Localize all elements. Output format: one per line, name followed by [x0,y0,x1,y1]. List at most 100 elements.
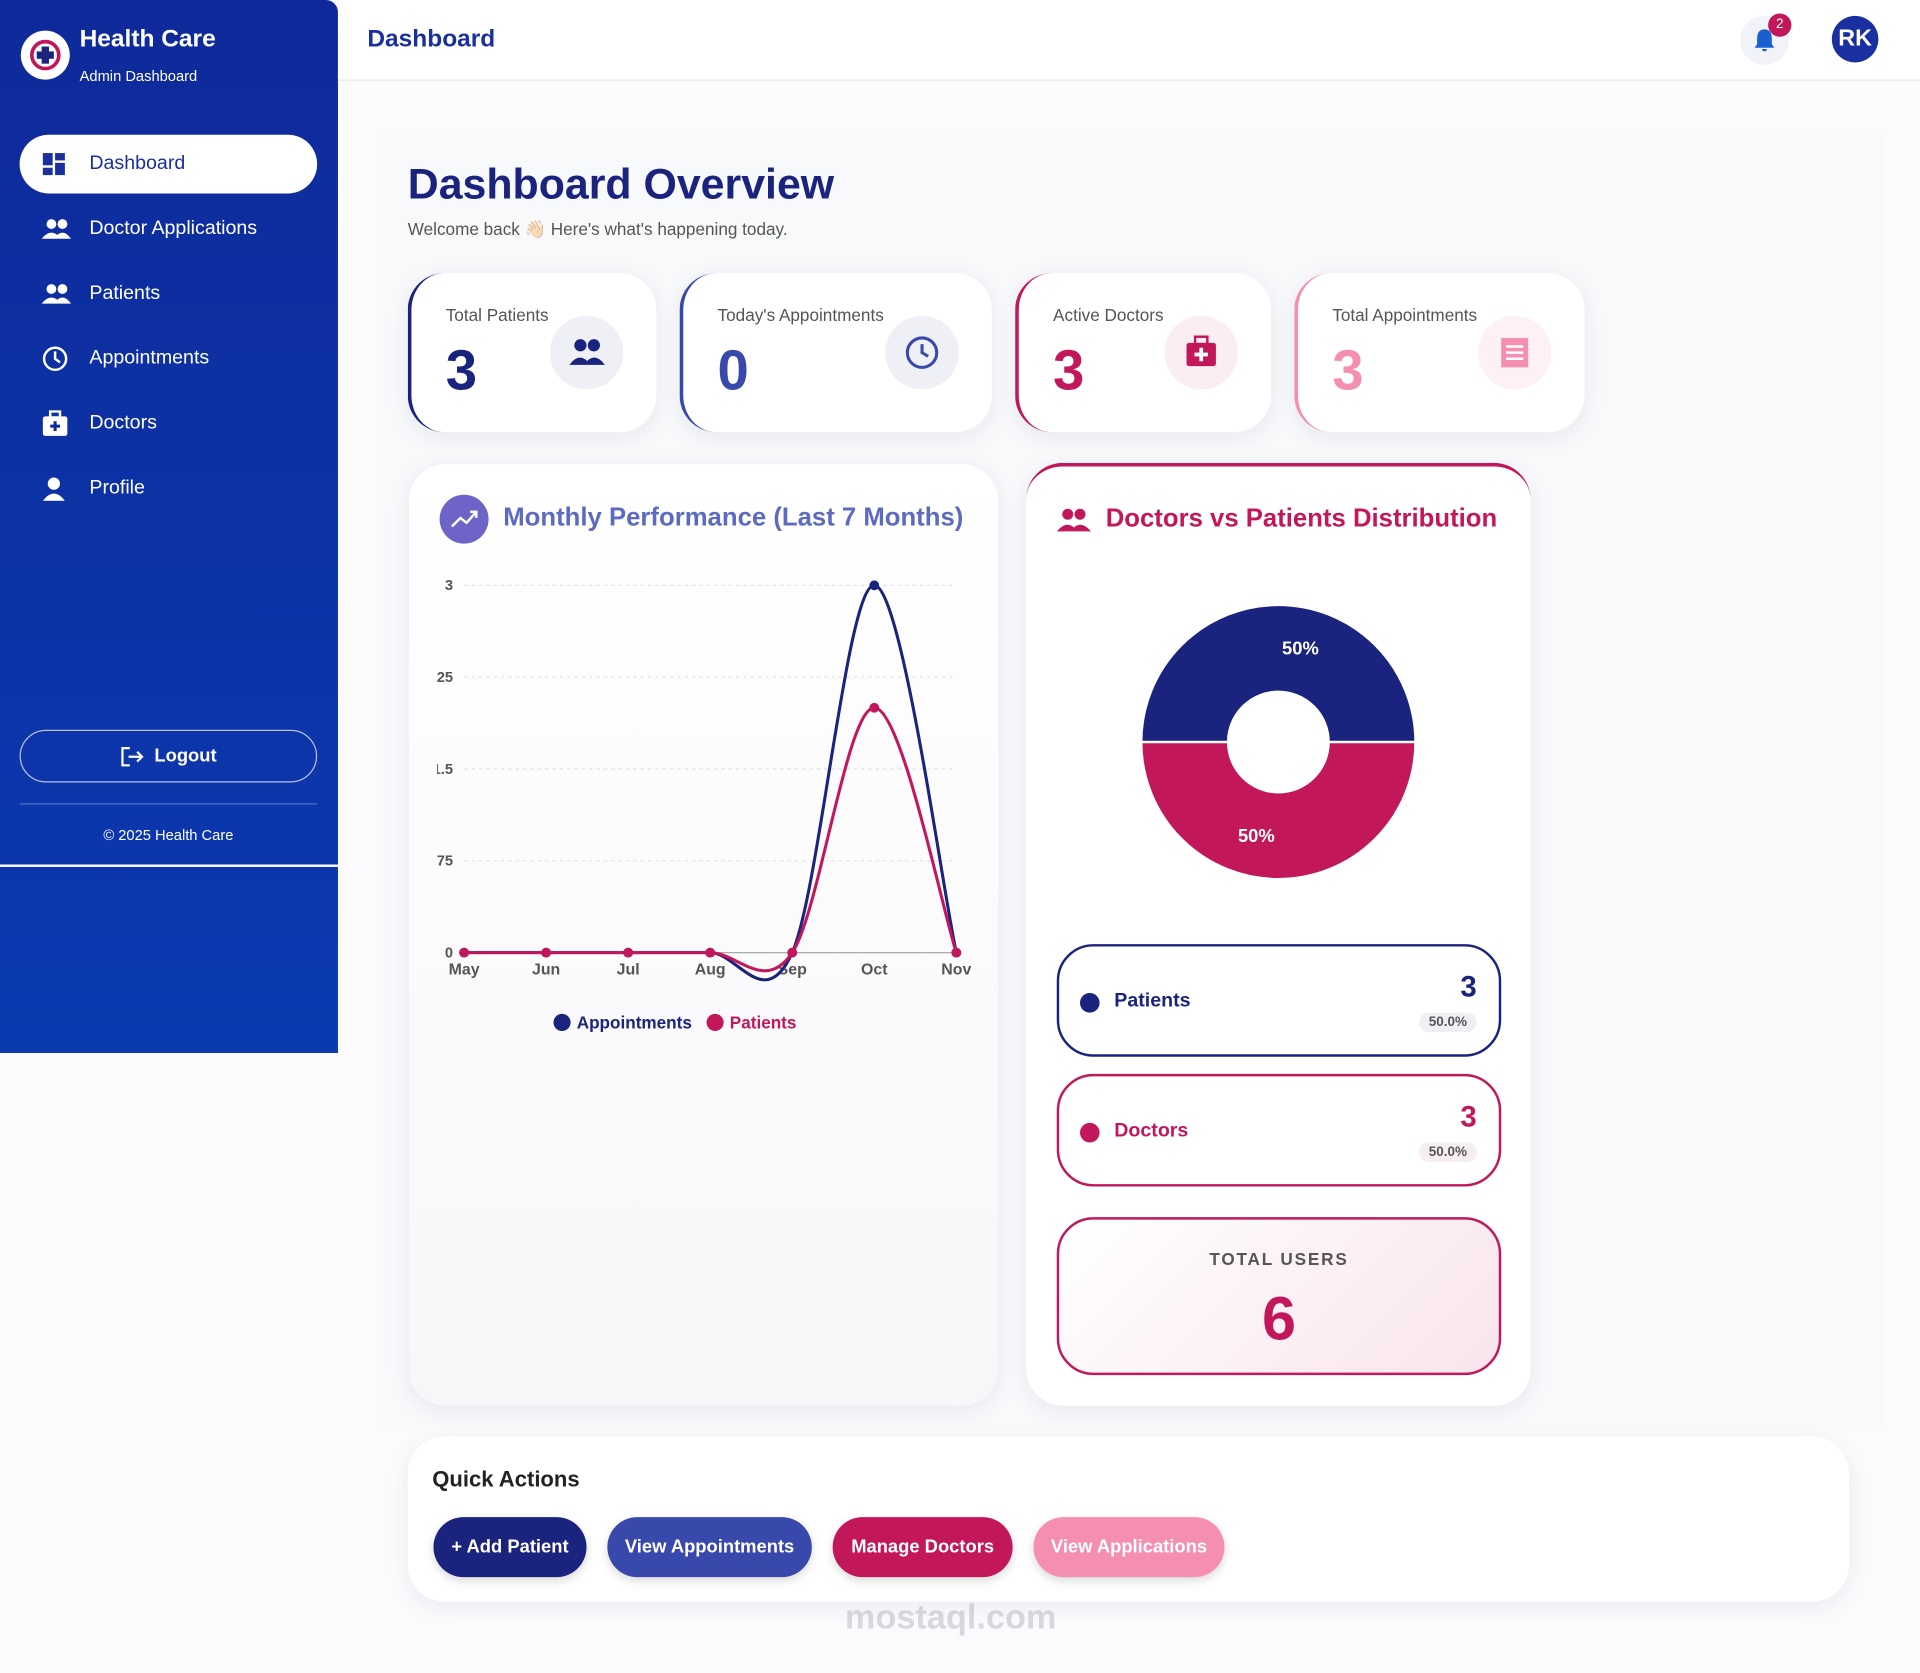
nav-label: Doctors [89,412,157,434]
stat-card: Total Patients 3 [407,273,657,433]
legend-label: Patients [730,1013,797,1033]
data-point [459,947,469,958]
nav-label: Doctor Applications [89,217,258,239]
stat-card: Total Appointments 3 [1294,273,1585,433]
data-point [951,947,962,958]
slice-label: 50% [1238,825,1275,846]
nav-icon [41,284,72,304]
icon [905,336,939,369]
action-button[interactable]: + Add Patient [433,1517,587,1578]
y-tick-label: 1.5 [433,762,453,778]
nav-dashboard[interactable]: Dashboard [19,134,318,194]
nav-doctors[interactable]: Doctors [20,394,318,453]
sidebar-gap [0,864,338,867]
logout-label: Logout [154,745,217,767]
legend-marker [706,1013,724,1032]
icon [569,339,605,365]
performance-card: Monthly Performance (Last 7 Months) 0 0.7… [408,464,998,1406]
watermark: mostaql.com [844,1597,1057,1636]
nav-label: Dashboard [89,153,186,174]
total-value: 6 [1261,1284,1297,1354]
header [337,0,1920,81]
data-point [787,947,798,958]
x-tick-label: Jun [532,962,560,979]
item-name: Patients [1114,990,1191,1012]
nav-label: Profile [89,477,145,499]
stat-icon [1477,315,1552,390]
action-button[interactable]: View Appointments [607,1517,812,1578]
stat-value: 3 [1332,337,1364,402]
total-users-box: TOTAL USERS 6 [1056,1217,1502,1376]
stat-card: Today's Appointments 0 [679,273,992,433]
data-point [623,947,634,958]
nav-patients[interactable]: Patients [20,264,318,323]
chart-icon [439,494,489,544]
item-name: Doctors [1114,1120,1189,1142]
action-button[interactable]: View Applications [1033,1517,1225,1578]
x-tick-label: Jul [617,962,640,979]
brand-name: Health Care [79,25,216,53]
nav-profile[interactable]: Profile [20,459,318,518]
item-value: 3 [1460,1100,1477,1134]
notification-button[interactable] [1740,15,1789,65]
sidebar-divider [19,803,318,805]
donut-slice [1139,603,1417,744]
series-line [464,706,958,973]
series-line [464,583,958,982]
stat-value: 3 [1053,337,1085,402]
x-tick-label: Nov [941,962,971,979]
y-tick-label: 0 [445,946,453,962]
data-point [541,947,552,958]
distribution-item: Doctors 3 50.0% [1056,1073,1502,1187]
x-tick-label: May [449,962,480,979]
icon [1501,337,1529,368]
y-tick-label: 3 [445,578,453,594]
stat-label: Today's Appointments [717,304,884,325]
data-point [869,702,880,713]
stat-card: Active Doctors 3 [1015,273,1272,433]
total-label: TOTAL USERS [1209,1248,1349,1269]
stat-label: Total Appointments [1332,304,1478,325]
distribution-item: Patients 3 50.0% [1056,944,1502,1057]
nav-doctor-applications[interactable]: Doctor Applications [20,200,318,259]
donut-slice [1139,740,1417,881]
logout-button[interactable]: Logout [19,729,318,783]
stat-icon [549,315,624,390]
x-tick-label: Oct [861,962,888,979]
bell-icon [1754,29,1775,52]
data-point [705,947,716,958]
nav-icon [42,153,65,176]
nav-appointments[interactable]: Appointments [20,329,318,388]
nav-icon [42,477,65,501]
y-tick-label: 2.25 [424,670,453,686]
distribution-icon [1056,508,1092,532]
action-button[interactable]: Manage Doctors [832,1517,1013,1578]
sidebar-footer: © 2025 Health Care [103,826,234,844]
stat-value: 0 [717,337,749,402]
item-percent: 50.0% [1418,1142,1477,1163]
quick-actions-title: Quick Actions [432,1466,580,1492]
stat-label: Total Patients [445,304,549,325]
legend-marker [553,1013,571,1032]
slice-label: 50% [1282,637,1319,658]
distribution-title: Doctors vs Patients Distribution [1105,504,1498,533]
legend-dot [1080,993,1100,1013]
stat-icon [1164,315,1238,390]
avatar[interactable]: RK [1831,15,1879,63]
logout-icon [121,746,144,766]
header-title: Dashboard [367,25,496,53]
item-percent: 50.0% [1418,1012,1477,1033]
icon [1186,335,1216,367]
chart-title: Monthly Performance (Last 7 Months) [503,503,964,532]
nav-icon [42,346,68,372]
item-value: 3 [1460,971,1477,1005]
stat-icon [885,315,959,390]
brand-logo [20,30,70,80]
brand-subtitle: Admin Dashboard [79,67,198,85]
notification-badge: 2 [1768,13,1792,37]
overview-title: Dashboard Overview [407,160,835,209]
x-tick-label: Aug [695,962,726,979]
stat-label: Active Doctors [1053,304,1164,325]
stat-value: 3 [445,337,478,402]
